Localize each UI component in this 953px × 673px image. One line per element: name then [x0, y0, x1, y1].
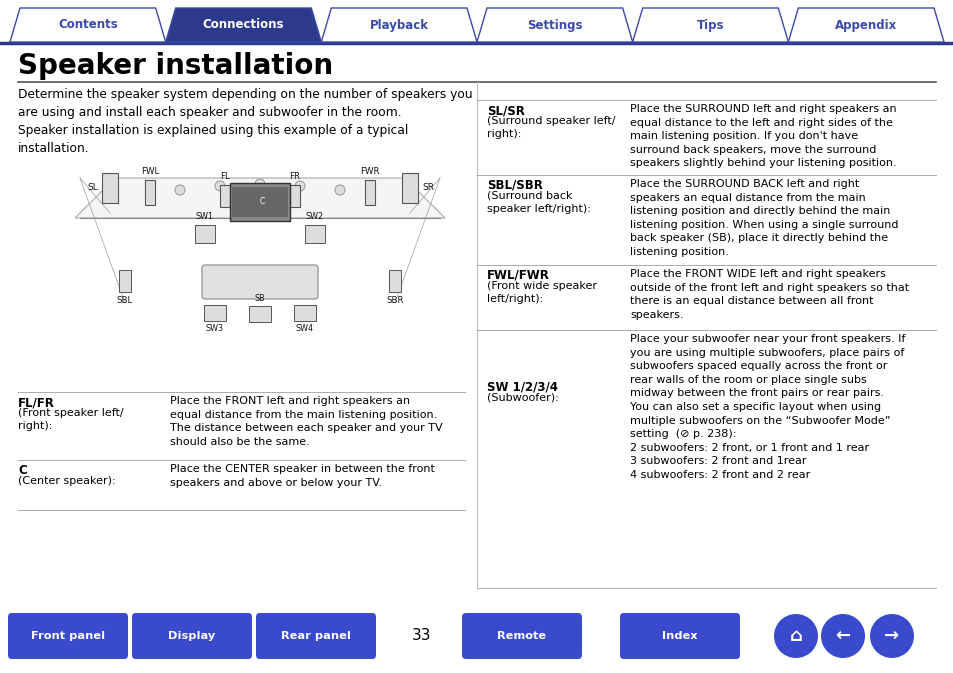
- Text: Place your subwoofer near your front speakers. If
you are using multiple subwoof: Place your subwoofer near your front spe…: [629, 334, 904, 480]
- Circle shape: [773, 614, 817, 658]
- Text: Index: Index: [661, 631, 697, 641]
- Text: FL/FR: FL/FR: [18, 396, 55, 409]
- Bar: [232, 187, 288, 217]
- Text: Appendix: Appendix: [834, 18, 897, 32]
- Text: SW4: SW4: [295, 324, 314, 333]
- Bar: [220, 185, 230, 207]
- Text: 33: 33: [412, 629, 432, 643]
- Text: SW3: SW3: [206, 324, 224, 333]
- Text: Playback: Playback: [369, 18, 428, 32]
- Bar: [290, 185, 299, 207]
- Text: Connections: Connections: [203, 18, 284, 32]
- Text: (Surround back
speaker left/right):: (Surround back speaker left/right):: [486, 191, 590, 214]
- Bar: [249, 306, 271, 322]
- Polygon shape: [166, 8, 321, 42]
- Text: FWL: FWL: [141, 167, 159, 176]
- Polygon shape: [632, 8, 787, 42]
- Polygon shape: [75, 178, 444, 218]
- Text: Tips: Tips: [696, 18, 723, 32]
- Bar: [365, 180, 375, 205]
- Bar: [102, 173, 118, 203]
- Bar: [119, 270, 131, 292]
- Text: SW1: SW1: [195, 212, 213, 221]
- Text: (Center speaker):: (Center speaker):: [18, 476, 115, 486]
- Text: SL/SR: SL/SR: [486, 104, 524, 117]
- FancyBboxPatch shape: [132, 613, 252, 659]
- Text: Place the SURROUND left and right speakers an
equal distance to the left and rig: Place the SURROUND left and right speake…: [629, 104, 896, 168]
- Text: ←: ←: [835, 627, 850, 645]
- Circle shape: [821, 614, 864, 658]
- FancyBboxPatch shape: [255, 613, 375, 659]
- Text: SBL/SBR: SBL/SBR: [486, 179, 542, 192]
- Text: Remote: Remote: [497, 631, 546, 641]
- Text: C: C: [18, 464, 27, 477]
- Circle shape: [869, 614, 913, 658]
- Circle shape: [214, 181, 225, 191]
- Text: (Surround speaker left/
right):: (Surround speaker left/ right):: [486, 116, 615, 139]
- Text: SW 1/2/3/4: SW 1/2/3/4: [486, 380, 558, 393]
- Polygon shape: [787, 8, 943, 42]
- FancyBboxPatch shape: [230, 183, 290, 221]
- Text: SR: SR: [421, 184, 434, 192]
- Circle shape: [254, 179, 265, 189]
- Bar: [294, 305, 315, 321]
- Text: Place the SURROUND BACK left and right
speakers an equal distance from the main
: Place the SURROUND BACK left and right s…: [629, 179, 898, 257]
- Text: Speaker installation: Speaker installation: [18, 52, 333, 80]
- Bar: [389, 270, 400, 292]
- Text: Place the CENTER speaker in between the front
speakers and above or below your T: Place the CENTER speaker in between the …: [170, 464, 435, 488]
- Text: SW2: SW2: [306, 212, 324, 221]
- Polygon shape: [10, 8, 166, 42]
- Text: Settings: Settings: [526, 18, 582, 32]
- Text: Display: Display: [168, 631, 215, 641]
- Text: SBL: SBL: [117, 296, 133, 305]
- Circle shape: [294, 181, 305, 191]
- Text: Determine the speaker system depending on the number of speakers you
are using a: Determine the speaker system depending o…: [18, 88, 472, 155]
- Bar: [401, 173, 417, 203]
- Text: SBR: SBR: [386, 296, 403, 305]
- Polygon shape: [321, 8, 476, 42]
- Text: FR: FR: [289, 172, 300, 181]
- Bar: [204, 305, 226, 321]
- FancyBboxPatch shape: [619, 613, 740, 659]
- Bar: [305, 225, 325, 243]
- Text: SB: SB: [254, 294, 265, 303]
- Text: (Subwoofer):: (Subwoofer):: [486, 392, 558, 402]
- FancyBboxPatch shape: [8, 613, 128, 659]
- Text: Contents: Contents: [58, 18, 117, 32]
- Text: (Front wide speaker
left/right):: (Front wide speaker left/right):: [486, 281, 597, 304]
- Text: FWR: FWR: [360, 167, 379, 176]
- Text: FWL/FWR: FWL/FWR: [486, 269, 549, 282]
- Bar: [145, 180, 154, 205]
- Text: C: C: [259, 197, 264, 207]
- Text: Rear panel: Rear panel: [281, 631, 351, 641]
- Text: FL: FL: [220, 172, 230, 181]
- Bar: [194, 225, 214, 243]
- Text: SL: SL: [87, 184, 98, 192]
- FancyBboxPatch shape: [461, 613, 581, 659]
- FancyBboxPatch shape: [202, 265, 317, 299]
- Text: Place the FRONT WIDE left and right speakers
outside of the front left and right: Place the FRONT WIDE left and right spea…: [629, 269, 908, 320]
- Circle shape: [335, 185, 345, 195]
- Polygon shape: [476, 8, 632, 42]
- Text: (Front speaker left/
right):: (Front speaker left/ right):: [18, 408, 124, 431]
- Circle shape: [174, 185, 185, 195]
- Text: Front panel: Front panel: [30, 631, 105, 641]
- Text: →: →: [883, 627, 899, 645]
- Text: ⌂: ⌂: [789, 627, 801, 645]
- Text: Place the FRONT left and right speakers an
equal distance from the main listenin: Place the FRONT left and right speakers …: [170, 396, 442, 447]
